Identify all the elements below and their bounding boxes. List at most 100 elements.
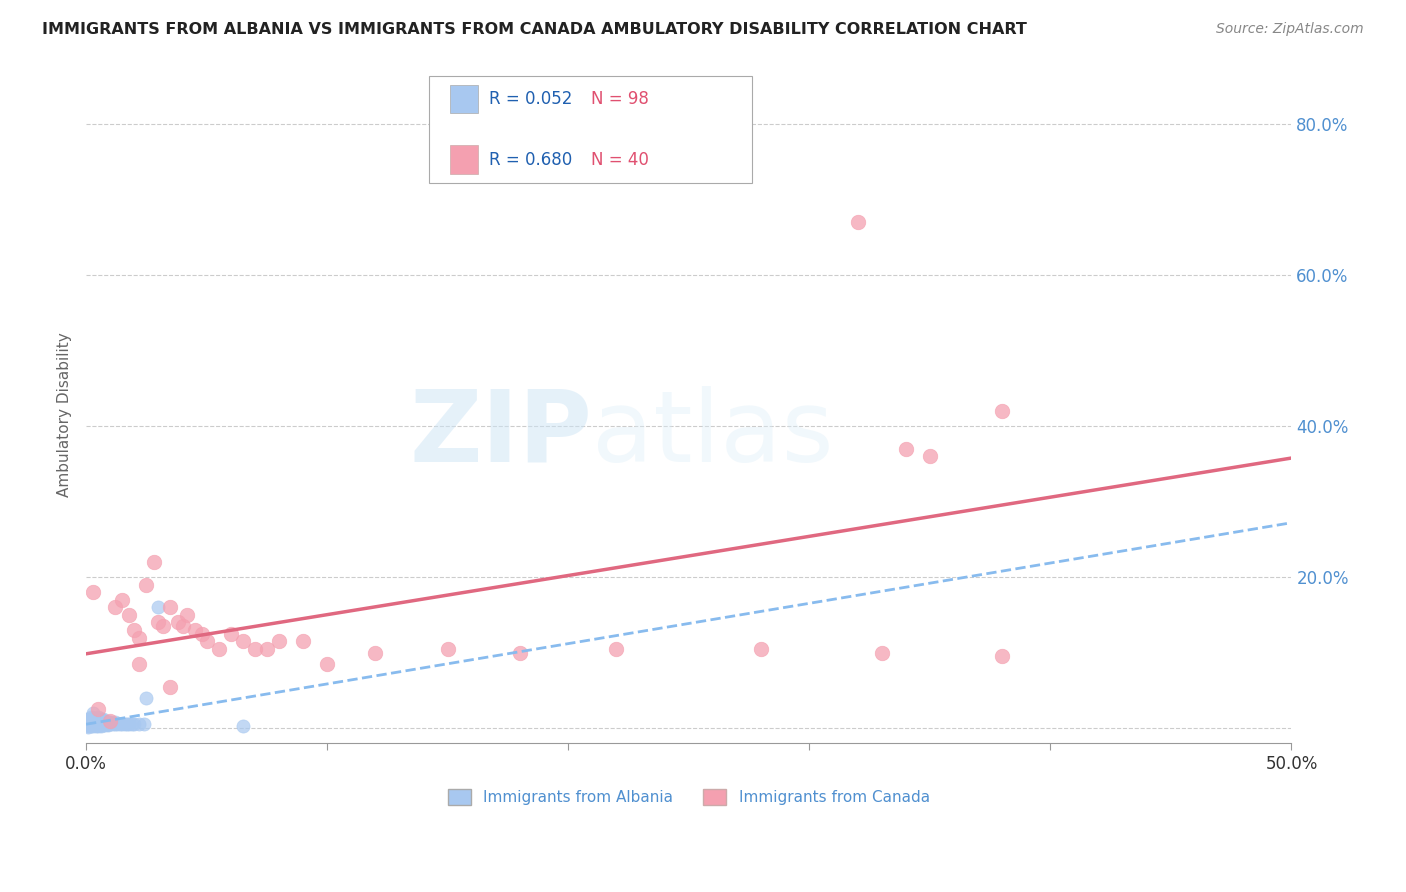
Point bbox=[77, 718, 100, 732]
Point bbox=[91, 715, 114, 730]
Point bbox=[87, 714, 110, 729]
Point bbox=[80, 717, 103, 731]
Point bbox=[84, 712, 107, 726]
Point bbox=[104, 714, 127, 729]
Point bbox=[87, 719, 110, 733]
Point bbox=[121, 716, 143, 731]
Point bbox=[90, 714, 112, 729]
Point bbox=[90, 714, 112, 728]
Point bbox=[90, 715, 112, 730]
Point bbox=[90, 717, 112, 731]
Point bbox=[80, 710, 103, 724]
Point bbox=[91, 716, 114, 731]
Point bbox=[82, 585, 104, 599]
Point bbox=[219, 626, 242, 640]
Point bbox=[605, 641, 627, 656]
Point bbox=[87, 714, 110, 728]
Point bbox=[77, 714, 100, 728]
Point bbox=[101, 717, 124, 731]
Point bbox=[80, 719, 103, 733]
Point bbox=[90, 714, 112, 729]
Point bbox=[82, 719, 104, 733]
Point bbox=[97, 715, 120, 730]
Point bbox=[97, 714, 120, 729]
Point bbox=[436, 641, 458, 656]
Point bbox=[256, 641, 278, 656]
Point bbox=[77, 714, 100, 729]
Point bbox=[84, 714, 107, 729]
Point bbox=[94, 715, 117, 730]
Point bbox=[267, 634, 290, 648]
Point bbox=[232, 719, 254, 733]
Point bbox=[128, 657, 150, 671]
Point bbox=[97, 718, 120, 732]
Point bbox=[243, 641, 266, 656]
Point bbox=[84, 716, 107, 731]
Point bbox=[846, 215, 869, 229]
Point bbox=[87, 712, 110, 726]
Point bbox=[104, 600, 127, 615]
Point bbox=[82, 714, 104, 729]
Point bbox=[148, 600, 170, 615]
Point bbox=[94, 717, 117, 731]
Point bbox=[91, 714, 114, 728]
Point bbox=[166, 615, 188, 630]
Point bbox=[124, 717, 146, 731]
Point bbox=[107, 717, 129, 731]
Point bbox=[91, 718, 114, 732]
Point bbox=[172, 619, 194, 633]
Point bbox=[894, 442, 917, 456]
Point bbox=[84, 719, 107, 733]
Point bbox=[77, 719, 100, 733]
Point bbox=[98, 715, 121, 730]
Point bbox=[80, 714, 103, 728]
Point bbox=[87, 714, 110, 729]
Point bbox=[91, 712, 114, 726]
Point bbox=[104, 716, 127, 731]
Point bbox=[87, 716, 110, 731]
Point bbox=[90, 716, 112, 731]
Point bbox=[148, 615, 170, 630]
Point bbox=[77, 714, 100, 729]
Point bbox=[90, 719, 112, 733]
Point bbox=[991, 649, 1014, 664]
Point bbox=[128, 631, 150, 645]
Point bbox=[118, 607, 141, 622]
Point bbox=[115, 717, 138, 731]
Point bbox=[108, 716, 131, 731]
Point bbox=[91, 717, 114, 731]
Y-axis label: Ambulatory Disability: Ambulatory Disability bbox=[58, 333, 72, 497]
Point bbox=[991, 404, 1014, 418]
Point bbox=[195, 634, 218, 648]
Point bbox=[77, 717, 100, 731]
Point bbox=[292, 634, 315, 648]
Point bbox=[87, 715, 110, 730]
Point bbox=[98, 714, 121, 729]
Point bbox=[316, 657, 339, 671]
Point bbox=[87, 717, 110, 731]
Point bbox=[97, 716, 120, 731]
Point bbox=[80, 715, 103, 730]
Point bbox=[82, 715, 104, 730]
Point bbox=[159, 680, 181, 694]
Point bbox=[232, 634, 254, 648]
Point bbox=[77, 712, 100, 726]
Point bbox=[114, 716, 136, 731]
Point bbox=[77, 716, 100, 731]
Point bbox=[94, 714, 117, 729]
Point bbox=[364, 646, 387, 660]
Point bbox=[84, 713, 107, 727]
Point bbox=[84, 718, 107, 732]
Point bbox=[98, 714, 121, 728]
Point bbox=[77, 715, 100, 730]
Point bbox=[135, 690, 157, 705]
Point bbox=[84, 714, 107, 729]
Point bbox=[82, 710, 104, 724]
Point bbox=[98, 717, 121, 731]
Point bbox=[94, 714, 117, 728]
Point bbox=[97, 717, 120, 731]
Point bbox=[111, 717, 134, 731]
Text: N = 98: N = 98 bbox=[591, 90, 648, 108]
Point bbox=[84, 717, 107, 731]
Point bbox=[91, 714, 114, 729]
